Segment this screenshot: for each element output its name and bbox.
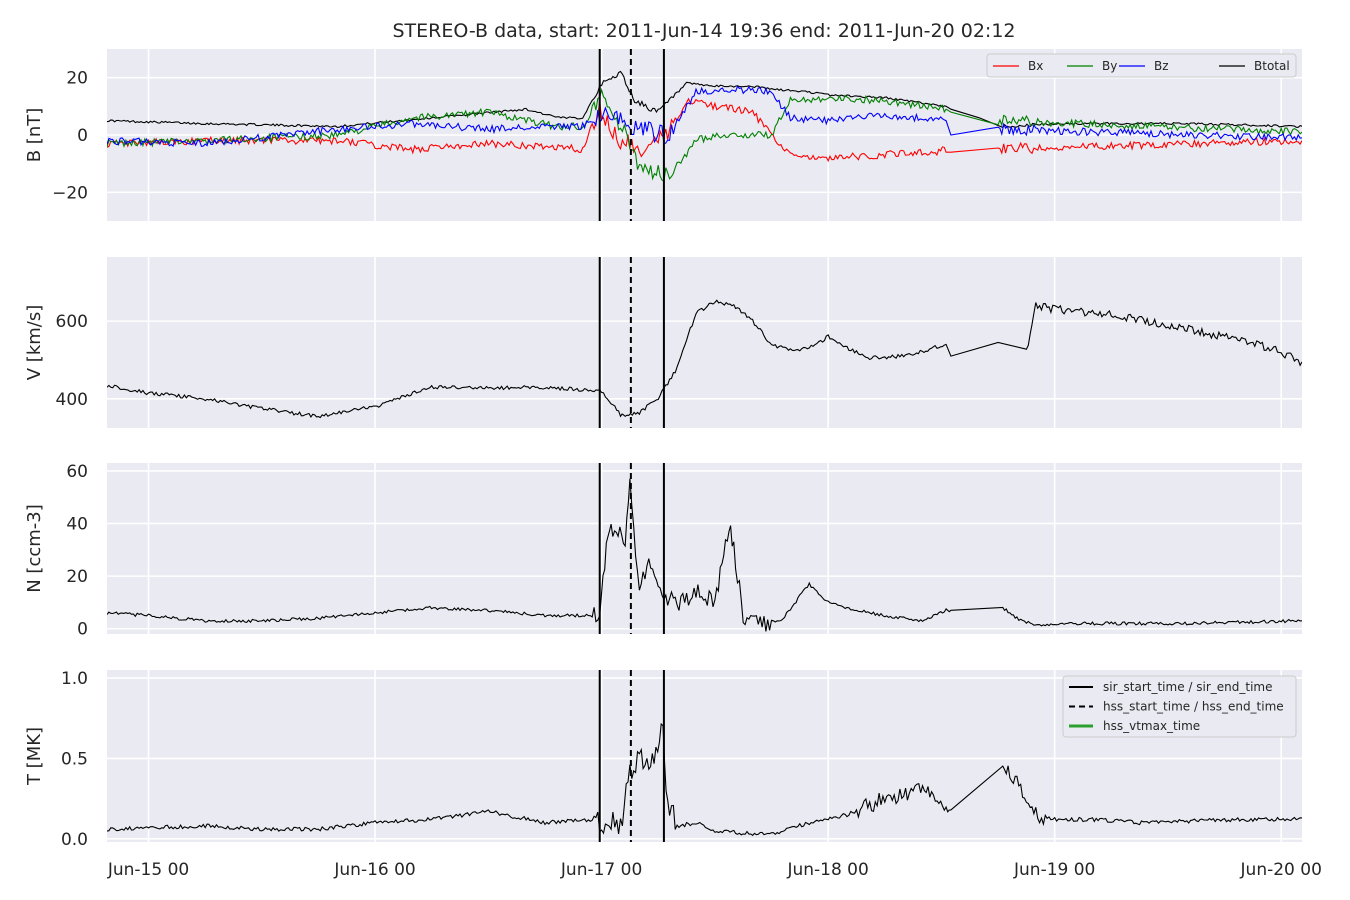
- x-axis-ticks: Jun-15 00 Jun-16 00 Jun-17 00 Jun-18 00 Jun-…: [107, 860, 1322, 880]
- series-line-n: [107, 478, 1302, 632]
- panel-t: 0.0 0.5 1.0 T [MK] sir_start_time / sir_end_…: [24, 669, 1302, 850]
- panel-v-ytick-label: 400: [56, 390, 88, 410]
- panel-n-background: [107, 463, 1302, 634]
- x-tick-label: Jun-19 00: [1013, 860, 1095, 880]
- panel-n-ytick-label: 20: [66, 567, 88, 587]
- series-line-v: [107, 299, 1302, 419]
- panel-t-ytick-label: 0.5: [61, 749, 88, 769]
- panel-v: 400 600 V [km/s]: [24, 257, 1302, 428]
- panel-v-ytick-label: 600: [56, 312, 88, 332]
- legend-label-bz: Bz: [1154, 59, 1169, 73]
- panel-t-ytick-label: 1.0: [61, 669, 88, 689]
- panel-t-ylabel: T [MK]: [24, 727, 45, 786]
- t-legend: sir_start_time / sir_end_time hss_start_t…: [1062, 675, 1297, 738]
- panel-n: 0 20 40 60 N [ccm-3]: [24, 462, 1302, 640]
- panels: −20 0 20 B [nT] Bx By Bz Btotal 400 600 V [km/s] 0 2…: [24, 49, 1302, 850]
- panel-b-ylabel: B [nT]: [24, 108, 45, 163]
- legend-label-event: sir_start_time / sir_end_time: [1103, 680, 1273, 694]
- x-tick-label: Jun-18 00: [786, 860, 868, 880]
- legend-label-event: hss_start_time / hss_end_time: [1103, 700, 1284, 714]
- series-line-by: [107, 87, 1302, 182]
- figure-title: STEREO-B data, start: 2011-Jun-14 19:36 …: [392, 20, 1015, 42]
- panel-v-background: [107, 257, 1302, 428]
- x-tick-label: Jun-15 00: [107, 860, 189, 880]
- x-tick-label: Jun-17 00: [560, 860, 642, 880]
- panel-n-ylabel: N [ccm-3]: [24, 504, 45, 593]
- panel-b-ytick-label: 0: [77, 126, 88, 146]
- series-line-btotal: [107, 70, 1302, 129]
- panel-n-ytick-label: 0: [77, 620, 88, 640]
- series-line-t: [107, 722, 1302, 837]
- legend-label-btotal: Btotal: [1254, 59, 1290, 73]
- b-legend: Bx By Bz Btotal: [986, 53, 1297, 78]
- panel-n-ytick-label: 60: [66, 462, 88, 482]
- panel-b-ytick-label: −20: [52, 183, 88, 203]
- panel-t-ytick-label: 0.0: [61, 830, 88, 850]
- panel-b-ytick-label: 20: [66, 69, 88, 89]
- series-line-bz: [107, 85, 1302, 148]
- panel-n-ytick-label: 40: [66, 515, 88, 535]
- panel-b: −20 0 20 B [nT] Bx By Bz Btotal: [24, 49, 1302, 221]
- panel-v-ylabel: V [km/s]: [24, 305, 45, 380]
- x-tick-label: Jun-16 00: [333, 860, 415, 880]
- x-tick-label: Jun-20 00: [1240, 860, 1322, 880]
- t-legend-frame: [1062, 675, 1297, 738]
- legend-label-event: hss_vtmax_time: [1103, 719, 1200, 733]
- legend-label-bx: Bx: [1028, 59, 1043, 73]
- legend-label-by: By: [1102, 59, 1117, 73]
- series-line-bx: [107, 97, 1302, 163]
